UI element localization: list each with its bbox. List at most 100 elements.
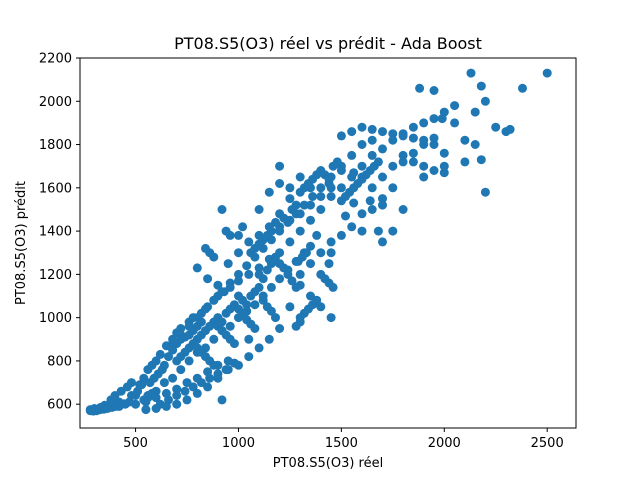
y-axis: 600 800 1000 1200 1400 1600 1800 2000 2200 — [39, 52, 80, 413]
data-point — [316, 302, 326, 312]
data-point — [244, 237, 254, 247]
data-point — [341, 211, 350, 221]
y-tick-label: 2200 — [39, 52, 72, 67]
data-point — [347, 150, 357, 160]
data-point — [254, 205, 264, 214]
data-point — [518, 83, 527, 93]
data-point — [172, 399, 182, 409]
data-point — [349, 168, 359, 178]
data-point — [244, 269, 254, 279]
data-point — [151, 404, 161, 413]
data-point — [201, 304, 210, 314]
data-point — [159, 378, 169, 388]
x-tick-label: 1500 — [325, 436, 358, 451]
data-point — [271, 217, 280, 227]
data-point — [180, 386, 190, 396]
data-point — [285, 237, 295, 247]
data-point — [367, 205, 377, 214]
y-tick-label: 600 — [47, 398, 72, 413]
data-point — [223, 365, 233, 375]
data-point — [250, 300, 260, 310]
data-point — [147, 388, 157, 398]
data-point — [365, 196, 375, 206]
data-point — [408, 133, 418, 143]
x-tick-label: 500 — [123, 436, 148, 451]
data-point — [306, 200, 315, 210]
data-point — [429, 166, 439, 175]
data-point — [326, 313, 336, 323]
data-point — [213, 373, 223, 383]
data-point — [347, 127, 357, 137]
data-point — [266, 259, 276, 269]
data-point — [203, 274, 213, 284]
data-point — [254, 263, 264, 273]
data-point — [367, 150, 377, 160]
data-point — [378, 172, 387, 182]
data-point — [450, 118, 460, 128]
data-point — [306, 259, 315, 269]
data-point — [316, 248, 326, 258]
y-tick-label: 800 — [47, 354, 72, 369]
data-point — [408, 122, 418, 132]
data-point — [161, 388, 171, 398]
data-point — [242, 300, 252, 310]
data-point — [378, 237, 387, 247]
data-point — [388, 129, 398, 139]
data-point — [293, 256, 303, 266]
data-point — [408, 148, 418, 158]
data-point — [419, 161, 429, 171]
data-point — [192, 373, 202, 383]
data-point — [176, 324, 186, 333]
y-tick-label: 1000 — [39, 311, 72, 326]
data-point — [271, 313, 280, 323]
data-point — [141, 405, 151, 415]
data-point — [476, 155, 486, 165]
data-point — [275, 274, 285, 284]
data-point — [225, 321, 235, 331]
data-point — [378, 200, 387, 210]
data-point — [279, 213, 289, 223]
data-point — [480, 187, 490, 197]
points-layer — [85, 68, 552, 416]
data-point — [336, 183, 346, 193]
data-point — [357, 226, 367, 236]
data-point — [234, 269, 243, 279]
data-point — [480, 96, 490, 106]
x-axis: 500 1000 1500 2000 2500 — [123, 428, 564, 451]
data-point — [213, 280, 223, 290]
data-point — [244, 352, 254, 362]
data-point — [266, 226, 276, 236]
data-point — [119, 399, 129, 409]
data-point — [326, 248, 336, 258]
data-point — [470, 107, 480, 117]
data-point — [460, 157, 470, 167]
data-point — [466, 68, 476, 78]
data-point — [316, 205, 326, 214]
data-point — [378, 144, 387, 154]
data-point — [238, 308, 248, 318]
data-point — [326, 183, 336, 193]
data-point — [250, 324, 260, 333]
data-point — [275, 324, 285, 333]
data-point — [439, 161, 449, 171]
data-point — [234, 360, 243, 370]
data-point — [182, 395, 192, 405]
data-point — [229, 339, 239, 349]
data-point — [408, 157, 418, 167]
data-point — [234, 276, 243, 286]
data-point — [127, 378, 136, 388]
data-point — [419, 118, 429, 128]
data-point — [476, 81, 486, 91]
data-point — [217, 287, 227, 297]
data-point — [275, 161, 285, 171]
data-point — [398, 205, 408, 214]
x-tick-label: 2500 — [531, 436, 564, 451]
data-point — [291, 200, 301, 210]
data-point — [306, 215, 315, 225]
data-point — [275, 179, 285, 188]
data-point — [262, 265, 272, 275]
data-point — [505, 124, 515, 134]
data-point — [133, 386, 143, 396]
data-point — [266, 282, 276, 292]
